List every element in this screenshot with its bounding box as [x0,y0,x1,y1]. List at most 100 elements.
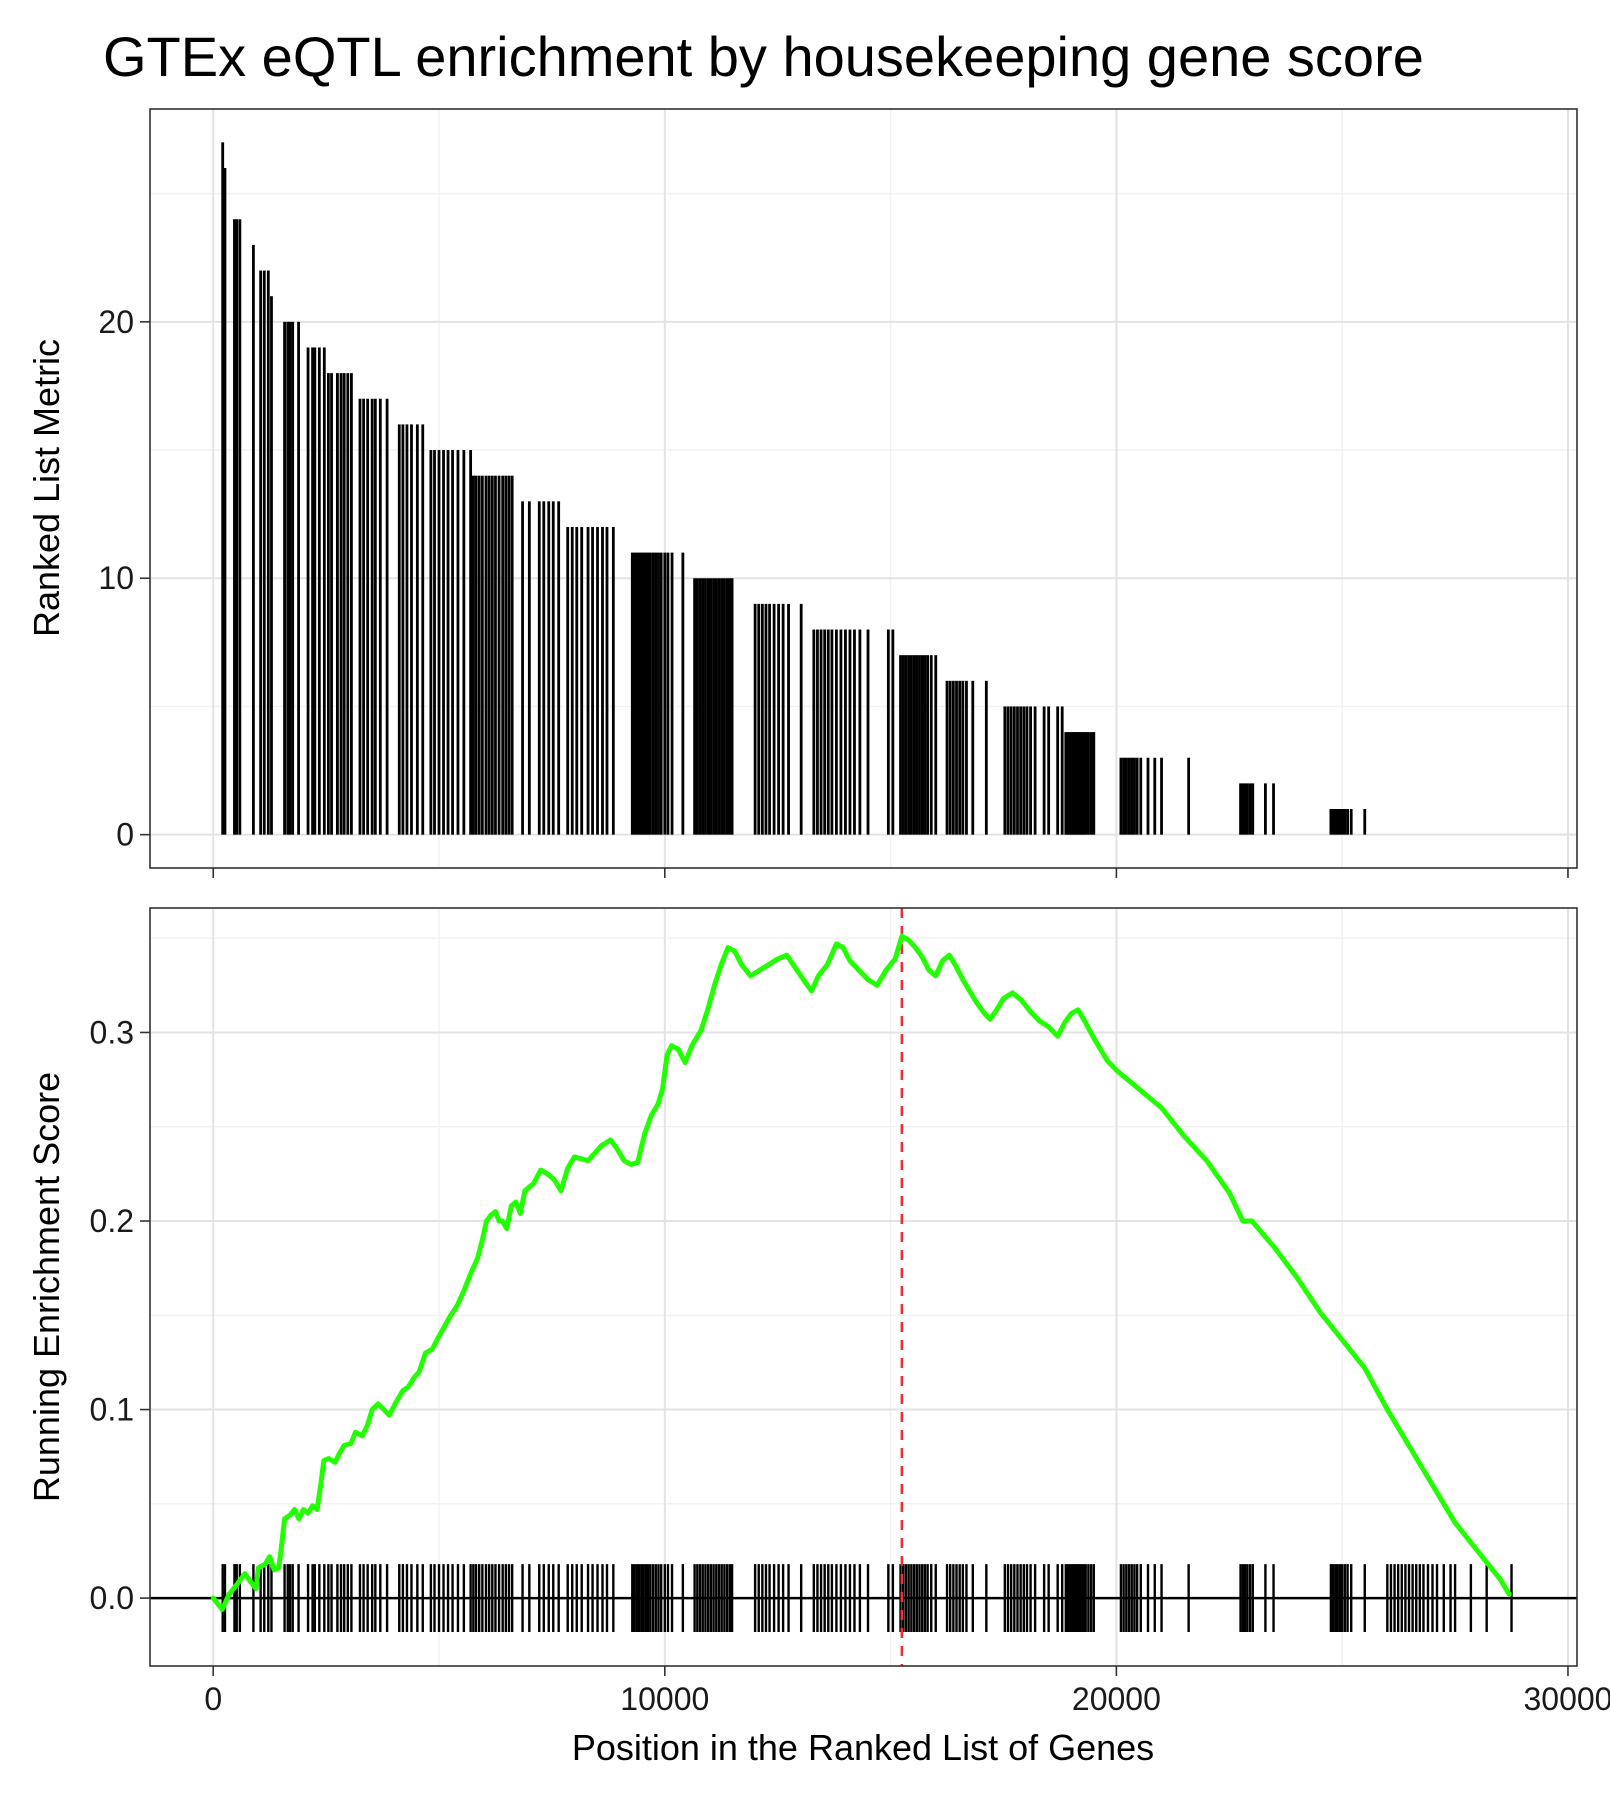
x-tick-label: 20000 [1072,1681,1161,1717]
metric-bar [1009,706,1013,835]
metric-bar [437,450,441,835]
metric-bar [235,219,239,835]
metric-bar [853,629,856,835]
metric-bar [313,347,317,835]
metric-bar [580,526,584,835]
metric-bar [723,578,726,835]
metric-bar [1187,757,1191,835]
metric-bar [648,552,652,835]
metric-bar [317,347,321,835]
metric-bar [591,526,594,835]
metric-bar [1146,757,1150,835]
metric-bar [1248,783,1252,835]
metric-bar [1019,706,1023,835]
metric-bar [1130,757,1134,835]
metric-bar [1334,809,1337,835]
running-es-panel: 0.0 0.1 0.2 0.3 0 10000 20000 30000 Running En… [26,907,1610,1768]
metric-bar [1349,809,1353,835]
metric-bar [1139,757,1143,835]
metric-bar [659,552,663,835]
metric-bar [266,270,270,835]
metric-bar [1251,783,1255,835]
metric-bar [330,373,333,835]
metric-bar [570,526,574,835]
metric-bar [858,629,862,835]
metric-bar [768,603,771,835]
metric-bar [1084,732,1088,835]
metric-bar [1245,783,1249,835]
metric-bar [366,398,370,835]
metric-bar [1073,732,1077,835]
metric-bar [764,603,768,835]
metric-bar [654,552,658,835]
metric-bar [1080,732,1084,835]
metric-bar [823,629,827,835]
metric-bar [1025,706,1029,835]
metric-bar [835,629,838,835]
metric-bar [901,655,905,835]
metric-bar [1064,732,1068,835]
metric-bar [955,680,958,835]
metric-bar [1343,809,1347,835]
metric-bar [259,270,263,835]
metric-bar [929,655,933,835]
metric-bar [507,475,511,835]
metric-bar [725,578,729,835]
ranked-metric-panel: 0 10 20 Ranked List Metric [26,108,1578,878]
metric-bar [945,680,949,835]
metric-bar [601,526,604,835]
metric-bar [816,629,819,835]
metric-bar [1047,706,1051,835]
metric-bar [907,655,911,835]
metric-bar [1124,757,1128,835]
metric-bar [480,475,484,835]
metric-bar [886,629,890,835]
metric-bar [720,578,724,835]
metric-bar [223,167,227,835]
metric-bar [819,629,823,835]
running-es-gridlines [150,908,1577,1666]
metric-bar [899,655,902,835]
metric-bar [1066,732,1070,835]
metric-bar [799,603,803,835]
ranked-metric-panel-border [149,108,1578,869]
metric-bar [288,321,292,835]
metric-bar [350,373,353,835]
x-tick-label: 10000 [620,1681,709,1717]
metric-bar [781,603,785,835]
x-tick-label: 0 [204,1681,222,1717]
metric-bar [477,475,481,835]
metric-bar [635,552,639,835]
metric-bar [709,578,713,835]
metric-bar [433,450,436,835]
metric-bar [681,552,685,835]
y-tick-label: 0.3 [90,1014,134,1050]
metric-bar [1264,783,1267,835]
metric-bar [586,526,590,835]
metric-bar [1022,706,1026,835]
metric-bar [701,578,705,835]
metric-bar [270,296,273,835]
metric-bar [830,629,834,835]
metric-bar [469,450,473,835]
metric-bar [717,578,721,835]
metric-bar [252,244,255,835]
metric-bar [370,398,374,835]
metric-bar [1006,706,1010,835]
metric-bar [714,578,718,835]
metric-bar [397,424,401,835]
metric-bar [753,603,757,835]
metric-bar [657,552,660,835]
metric-bar [342,373,346,835]
metric-bar [630,552,634,835]
y-tick-label: 0.0 [90,1580,134,1616]
metric-bar [442,450,445,835]
metric-bar [848,629,852,835]
metric-bar [961,680,965,835]
metric-bar [373,398,377,835]
metric-bar [728,578,732,835]
metric-bar [233,219,236,835]
metric-bar [1338,809,1342,835]
metric-bar [547,501,551,835]
x-axis-label: Position in the Ranked List of Genes [572,1727,1154,1768]
